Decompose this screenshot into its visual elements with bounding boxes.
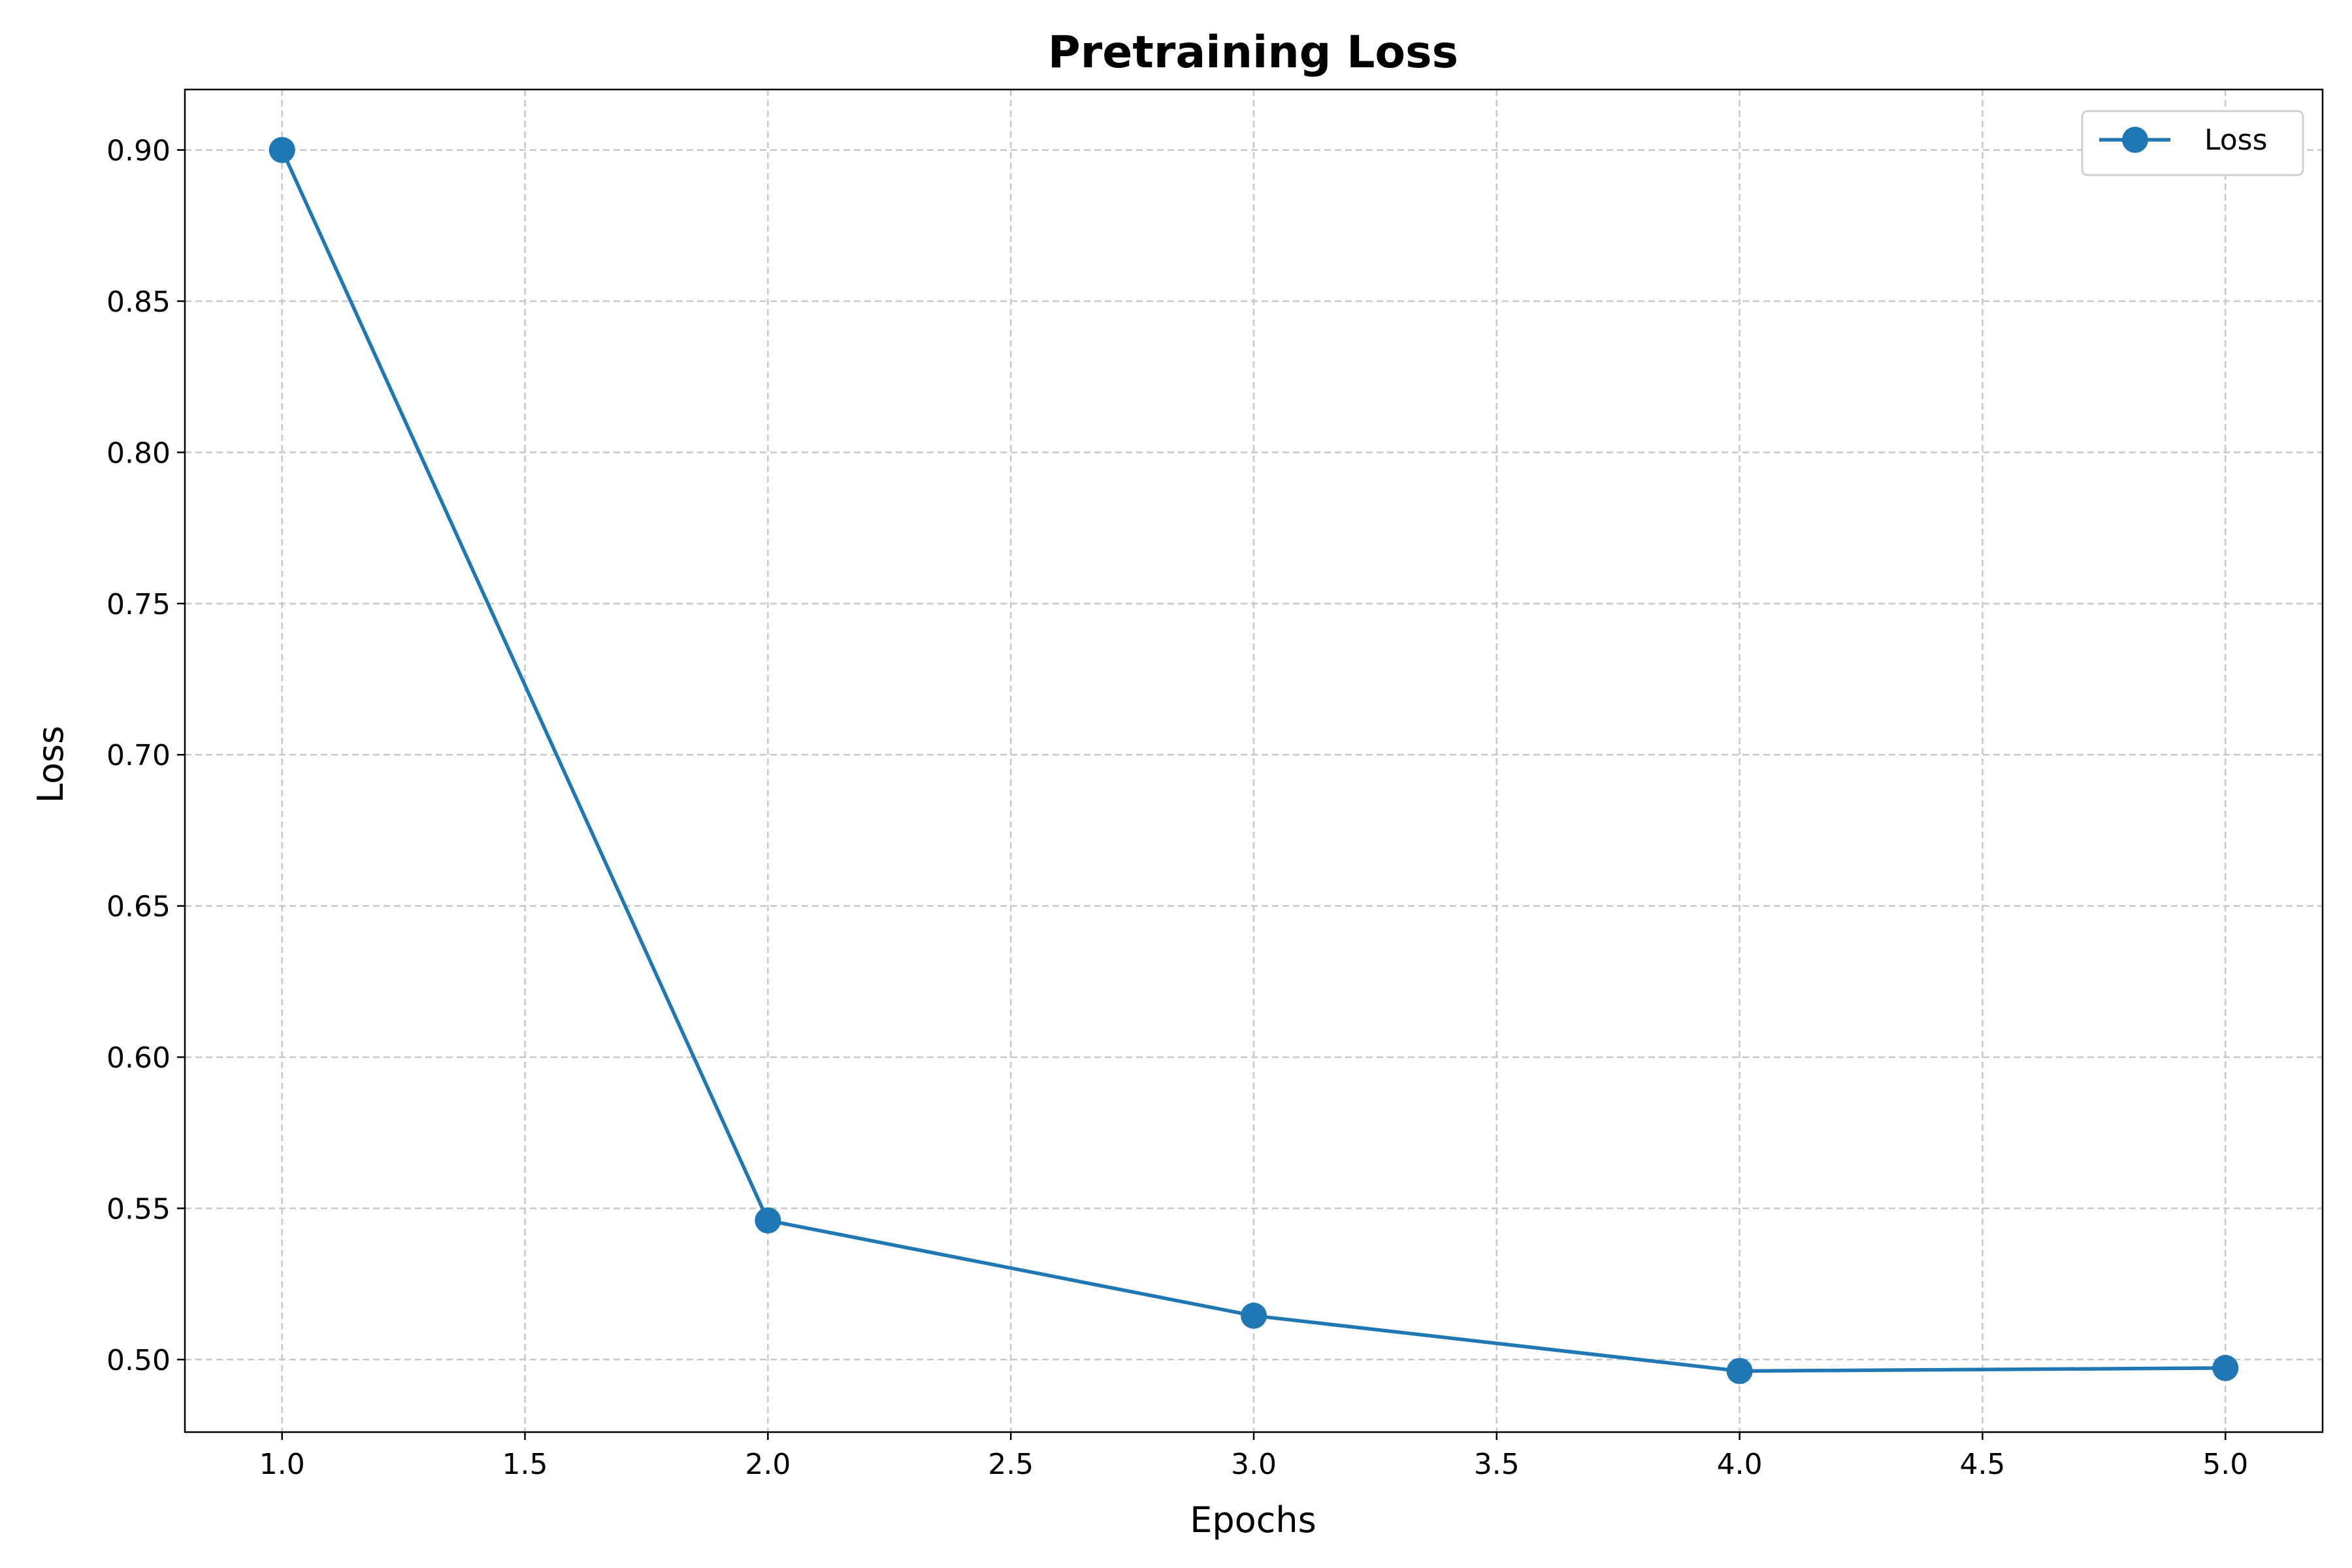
y-tick-label: 0.50 (106, 1344, 171, 1377)
y-tick-label: 0.55 (106, 1193, 171, 1226)
legend-label: Loss (2204, 123, 2268, 157)
y-axis-title: Loss (30, 726, 71, 803)
data-point (269, 137, 295, 163)
x-axis-ticks: 1.0 1.5 2.0 2.5 3.0 3.5 4.0 4.5 5.0 (259, 1432, 2248, 1481)
data-point (755, 1207, 781, 1234)
x-tick-label: 2.5 (988, 1448, 1034, 1481)
data-point (1726, 1358, 1753, 1384)
legend-box (2081, 110, 2304, 176)
y-tick-label: 0.65 (106, 890, 171, 924)
data-point (2212, 1354, 2239, 1381)
x-tick-label: 5.0 (2202, 1448, 2248, 1481)
x-tick-label: 2.0 (745, 1448, 791, 1481)
y-tick-label: 0.75 (106, 588, 171, 621)
y-tick-label: 0.90 (106, 135, 171, 168)
series-layer (269, 137, 2239, 1384)
y-tick-label: 0.80 (106, 436, 171, 470)
y-axis-ticks: 0.50 0.55 0.60 0.65 0.70 0.75 0.80 0.85 0.90 (106, 135, 185, 1377)
y-tick-label: 0.85 (106, 286, 171, 319)
x-tick-label: 4.0 (1717, 1448, 1763, 1481)
x-tick-label: 4.5 (1959, 1448, 2005, 1481)
y-tick-label: 0.60 (106, 1041, 171, 1075)
legend: Loss (2081, 110, 2304, 176)
grid-lines (185, 90, 2323, 1432)
legend-marker-swatch (2122, 127, 2148, 153)
x-axis-title: Epochs (1190, 1499, 1316, 1541)
x-tick-label: 3.5 (1474, 1448, 1520, 1481)
y-tick-label: 0.70 (106, 739, 171, 772)
data-point (1241, 1302, 1267, 1329)
x-tick-label: 1.0 (259, 1448, 305, 1481)
chart-title: Pretraining Loss (1048, 27, 1458, 78)
x-tick-label: 3.0 (1231, 1448, 1277, 1481)
x-tick-label: 1.5 (502, 1448, 548, 1481)
